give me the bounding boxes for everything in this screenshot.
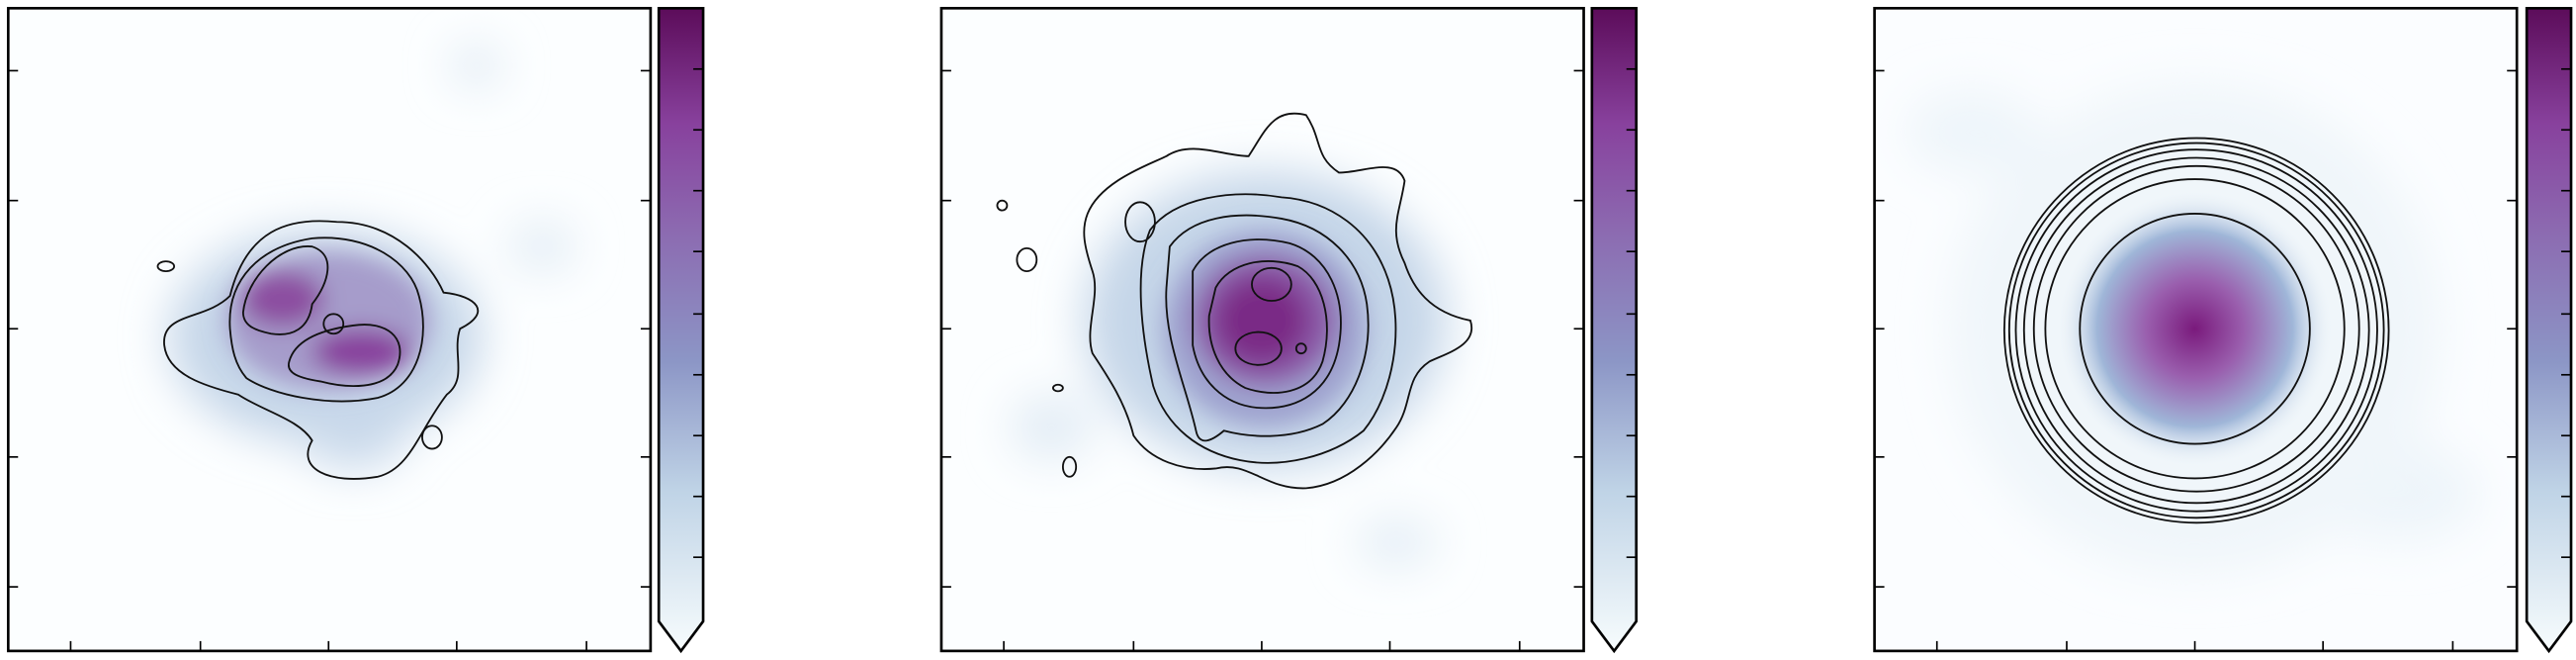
contour <box>241 245 329 335</box>
ticks <box>1874 69 2518 651</box>
contour <box>1052 383 1064 393</box>
contour <box>1294 342 1307 355</box>
contour <box>1192 238 1342 410</box>
contour <box>322 313 345 335</box>
contour <box>1234 330 1283 366</box>
panel <box>940 8 1584 651</box>
peaks <box>1163 230 1368 427</box>
contour <box>1139 193 1397 464</box>
contour <box>1207 260 1328 394</box>
contour <box>996 199 1009 212</box>
contour <box>1061 455 1078 478</box>
emission <box>2055 189 2335 469</box>
contour <box>156 260 176 273</box>
contour <box>228 236 424 403</box>
colorbar <box>1590 6 1639 654</box>
contour <box>1251 266 1292 302</box>
peaks <box>226 251 431 390</box>
contours <box>2002 137 2390 524</box>
colorbar <box>657 6 705 654</box>
contour <box>1016 246 1038 273</box>
ticks <box>8 69 651 651</box>
contour <box>163 220 480 480</box>
colorbar <box>2525 6 2573 654</box>
ticks <box>940 69 1584 651</box>
contour <box>1124 201 1156 243</box>
panel <box>1874 8 2518 651</box>
panel <box>8 8 651 651</box>
contour <box>1165 214 1370 442</box>
contour <box>421 424 443 450</box>
contour <box>1083 112 1473 490</box>
